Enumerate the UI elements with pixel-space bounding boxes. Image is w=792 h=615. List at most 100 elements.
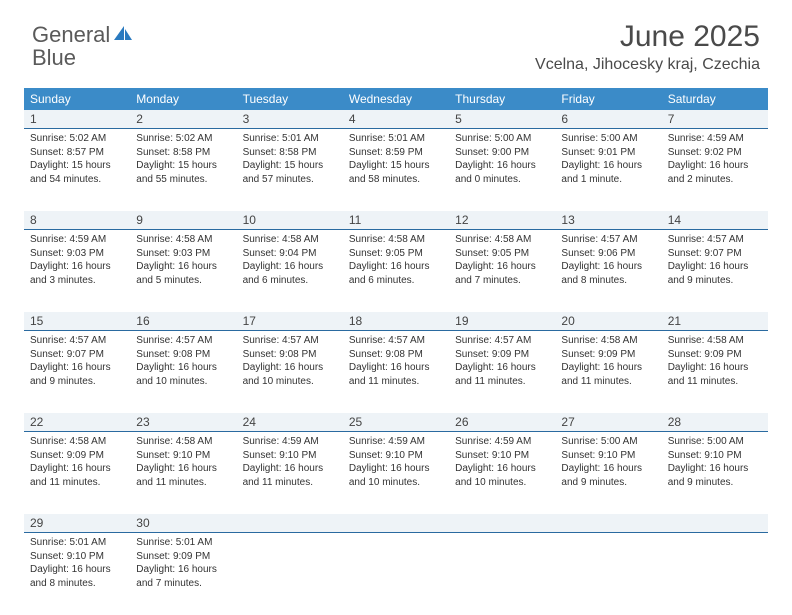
daylight-line: Daylight: 16 hours and 11 minutes. (668, 361, 762, 388)
sunrise-line: Sunrise: 4:57 AM (30, 334, 124, 348)
sunrise-line: Sunrise: 4:57 AM (349, 334, 443, 348)
sunrise-line: Sunrise: 4:58 AM (561, 334, 655, 348)
sunrise-line: Sunrise: 5:02 AM (30, 132, 124, 146)
weekday-label: Saturday (662, 88, 768, 110)
sunrise-line: Sunrise: 4:59 AM (455, 435, 549, 449)
day-number: 13 (555, 211, 661, 229)
sunset-line: Sunset: 8:59 PM (349, 146, 443, 160)
day-number: . (449, 514, 555, 532)
day-number: . (662, 514, 768, 532)
day-number: 15 (24, 312, 130, 330)
day-number: 16 (130, 312, 236, 330)
weekday-label: Wednesday (343, 88, 449, 110)
day-number: 27 (555, 413, 661, 431)
daylight-line: Daylight: 15 hours and 55 minutes. (136, 159, 230, 186)
day-number: 20 (555, 312, 661, 330)
day-number: 25 (343, 413, 449, 431)
day-cell: Sunrise: 5:00 AMSunset: 9:00 PMDaylight:… (449, 129, 555, 211)
sunrise-line: Sunrise: 4:57 AM (243, 334, 337, 348)
calendar: SundayMondayTuesdayWednesdayThursdayFrid… (24, 88, 768, 615)
sunset-line: Sunset: 9:05 PM (455, 247, 549, 261)
sunrise-line: Sunrise: 5:00 AM (561, 435, 655, 449)
daylight-line: Daylight: 16 hours and 11 minutes. (455, 361, 549, 388)
daylight-line: Daylight: 16 hours and 11 minutes. (561, 361, 655, 388)
weeks-container: 1234567Sunrise: 5:02 AMSunset: 8:57 PMDa… (24, 110, 768, 615)
sunset-line: Sunset: 9:03 PM (30, 247, 124, 261)
weekday-label: Tuesday (237, 88, 343, 110)
day-cell: Sunrise: 5:01 AMSunset: 8:59 PMDaylight:… (343, 129, 449, 211)
day-cell: Sunrise: 4:58 AMSunset: 9:09 PMDaylight:… (24, 432, 130, 514)
sunset-line: Sunset: 9:07 PM (30, 348, 124, 362)
sunrise-line: Sunrise: 5:00 AM (561, 132, 655, 146)
day-number: 23 (130, 413, 236, 431)
day-number: 29 (24, 514, 130, 532)
day-number: 19 (449, 312, 555, 330)
sunset-line: Sunset: 9:09 PM (668, 348, 762, 362)
sunrise-line: Sunrise: 5:01 AM (30, 536, 124, 550)
weekday-label: Sunday (24, 88, 130, 110)
day-number: . (343, 514, 449, 532)
sunset-line: Sunset: 9:04 PM (243, 247, 337, 261)
location-text: Vcelna, Jihocesky kraj, Czechia (535, 56, 760, 74)
day-number: 14 (662, 211, 768, 229)
daylight-line: Daylight: 16 hours and 0 minutes. (455, 159, 549, 186)
daylight-line: Daylight: 16 hours and 8 minutes. (561, 260, 655, 287)
day-cell: Sunrise: 4:57 AMSunset: 9:08 PMDaylight:… (130, 331, 236, 413)
weekday-label: Monday (130, 88, 236, 110)
sunset-line: Sunset: 9:09 PM (30, 449, 124, 463)
week-row: Sunrise: 4:58 AMSunset: 9:09 PMDaylight:… (24, 432, 768, 514)
day-cell: Sunrise: 4:57 AMSunset: 9:07 PMDaylight:… (24, 331, 130, 413)
daylight-line: Daylight: 16 hours and 9 minutes. (668, 260, 762, 287)
day-number: . (237, 514, 343, 532)
sunset-line: Sunset: 9:07 PM (668, 247, 762, 261)
day-cell: Sunrise: 4:58 AMSunset: 9:09 PMDaylight:… (662, 331, 768, 413)
daylight-line: Daylight: 16 hours and 7 minutes. (455, 260, 549, 287)
day-number: 7 (662, 110, 768, 128)
sunset-line: Sunset: 9:10 PM (243, 449, 337, 463)
sunrise-line: Sunrise: 4:57 AM (136, 334, 230, 348)
daynum-row: 22232425262728 (24, 413, 768, 432)
day-number: 12 (449, 211, 555, 229)
day-cell: Sunrise: 4:58 AMSunset: 9:05 PMDaylight:… (343, 230, 449, 312)
day-number: 3 (237, 110, 343, 128)
day-number: 8 (24, 211, 130, 229)
sunrise-line: Sunrise: 5:01 AM (243, 132, 337, 146)
sunset-line: Sunset: 9:09 PM (561, 348, 655, 362)
day-cell: Sunrise: 4:59 AMSunset: 9:02 PMDaylight:… (662, 129, 768, 211)
day-number: 9 (130, 211, 236, 229)
day-cell: Sunrise: 5:00 AMSunset: 9:01 PMDaylight:… (555, 129, 661, 211)
day-number: 21 (662, 312, 768, 330)
sunset-line: Sunset: 9:00 PM (455, 146, 549, 160)
daylight-line: Daylight: 16 hours and 5 minutes. (136, 260, 230, 287)
day-cell: Sunrise: 5:00 AMSunset: 9:10 PMDaylight:… (662, 432, 768, 514)
daynum-row: 891011121314 (24, 211, 768, 230)
sunrise-line: Sunrise: 5:02 AM (136, 132, 230, 146)
daylight-line: Daylight: 15 hours and 54 minutes. (30, 159, 124, 186)
daylight-line: Daylight: 16 hours and 10 minutes. (349, 462, 443, 489)
daylight-line: Daylight: 16 hours and 10 minutes. (455, 462, 549, 489)
day-number: 11 (343, 211, 449, 229)
header: General Blue June 2025 Vcelna, Jihocesky… (0, 0, 792, 82)
day-cell: Sunrise: 5:01 AMSunset: 9:10 PMDaylight:… (24, 533, 130, 615)
week-row: Sunrise: 5:02 AMSunset: 8:57 PMDaylight:… (24, 129, 768, 211)
day-number: 4 (343, 110, 449, 128)
day-cell: Sunrise: 4:58 AMSunset: 9:05 PMDaylight:… (449, 230, 555, 312)
day-cell (237, 533, 343, 615)
day-cell (555, 533, 661, 615)
sunrise-line: Sunrise: 4:58 AM (243, 233, 337, 247)
sunset-line: Sunset: 9:08 PM (136, 348, 230, 362)
daylight-line: Daylight: 16 hours and 6 minutes. (349, 260, 443, 287)
day-number: 1 (24, 110, 130, 128)
day-cell: Sunrise: 4:58 AMSunset: 9:03 PMDaylight:… (130, 230, 236, 312)
sunrise-line: Sunrise: 5:00 AM (668, 435, 762, 449)
daylight-line: Daylight: 16 hours and 2 minutes. (668, 159, 762, 186)
daylight-line: Daylight: 16 hours and 10 minutes. (136, 361, 230, 388)
title-block: June 2025 Vcelna, Jihocesky kraj, Czechi… (535, 20, 760, 74)
day-number: 26 (449, 413, 555, 431)
logo-sail-icon (112, 24, 134, 42)
day-number: 24 (237, 413, 343, 431)
daylight-line: Daylight: 16 hours and 11 minutes. (349, 361, 443, 388)
sunset-line: Sunset: 9:10 PM (455, 449, 549, 463)
daylight-line: Daylight: 16 hours and 9 minutes. (668, 462, 762, 489)
day-cell: Sunrise: 4:58 AMSunset: 9:10 PMDaylight:… (130, 432, 236, 514)
